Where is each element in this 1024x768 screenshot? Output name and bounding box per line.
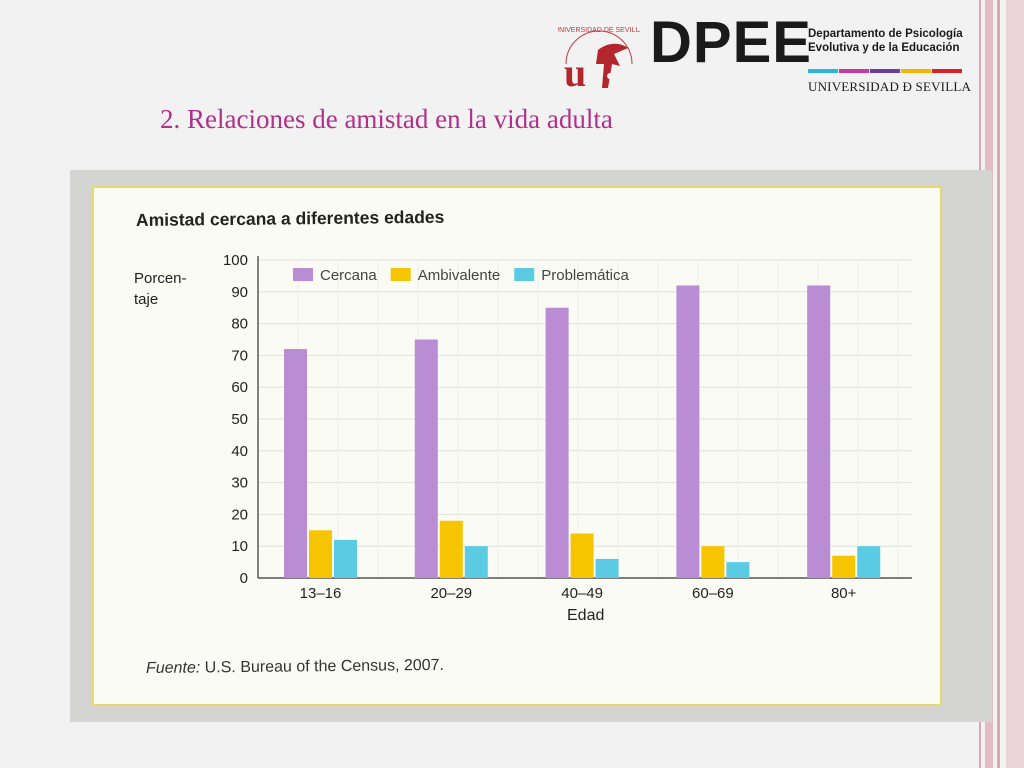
color-bar <box>901 69 931 73</box>
color-bar <box>808 69 838 73</box>
bar-cercana <box>284 349 307 578</box>
y-tick-label: 80 <box>231 316 248 333</box>
x-axis-label: Edad <box>567 607 605 624</box>
x-tick-label: 40–49 <box>561 585 603 602</box>
color-bar <box>839 69 869 73</box>
x-tick-label: 13–16 <box>300 585 342 602</box>
legend-swatch <box>514 268 535 281</box>
bar-ambivalente <box>570 533 594 578</box>
legend-label: Ambivalente <box>418 267 501 284</box>
y-tick-label: 90 <box>231 284 248 301</box>
y-tick-label: 70 <box>231 347 248 364</box>
decorative-rail <box>1006 0 1024 768</box>
decorative-rail <box>997 0 1000 768</box>
y-tick-label: 60 <box>231 379 248 396</box>
legend-swatch <box>390 268 411 281</box>
bar-problematica <box>726 562 750 578</box>
color-bar <box>932 69 962 73</box>
legend-label: Cercana <box>320 267 377 284</box>
legend-label: Problemática <box>541 267 629 284</box>
y-tick-label: 30 <box>231 475 248 492</box>
bar-cercana <box>676 285 700 578</box>
x-tick-label: 60–69 <box>692 585 734 602</box>
dpee-logo: DPEE <box>650 10 812 75</box>
y-tick-label: 50 <box>231 411 248 428</box>
bar-cercana <box>414 339 438 578</box>
bar-problematica <box>595 558 619 578</box>
svg-text:u: u <box>564 50 586 95</box>
y-tick-label: 10 <box>231 538 248 555</box>
x-tick-label: 20–29 <box>430 585 472 602</box>
bar-problematica <box>464 546 488 578</box>
bar-problematica <box>334 539 357 578</box>
y-axis-label: Porcen- taje <box>134 270 187 308</box>
bar-ambivalente <box>701 546 725 578</box>
department-name: Departamento de Psicología Evolutiva y d… <box>808 28 963 54</box>
bar-problematica <box>857 546 881 578</box>
y-tick-label: 0 <box>240 570 248 587</box>
bar-cercana <box>545 307 569 578</box>
bar-ambivalente <box>309 530 332 578</box>
bar-cercana <box>807 285 831 578</box>
slide-title: 2. Relaciones de amistad en la vida adul… <box>160 104 613 134</box>
legend-swatch <box>293 268 313 281</box>
color-bar <box>870 69 900 73</box>
color-bars <box>808 69 963 73</box>
y-tick-label: 100 <box>223 252 248 269</box>
y-tick-label: 40 <box>231 443 248 460</box>
university-name: UNIVERSIDAD Ð SEVILLA <box>808 79 972 94</box>
bar-ambivalente <box>832 555 856 578</box>
svg-text:UNIVERSIDAD DE SEVILLA: UNIVERSIDAD DE SEVILLA <box>558 27 640 34</box>
university-seal-logo: UNIVERSIDAD DE SEVILLA u <box>558 27 640 95</box>
x-tick-label: 80+ <box>831 585 857 602</box>
bar-ambivalente <box>439 520 463 578</box>
y-tick-label: 20 <box>231 506 248 523</box>
